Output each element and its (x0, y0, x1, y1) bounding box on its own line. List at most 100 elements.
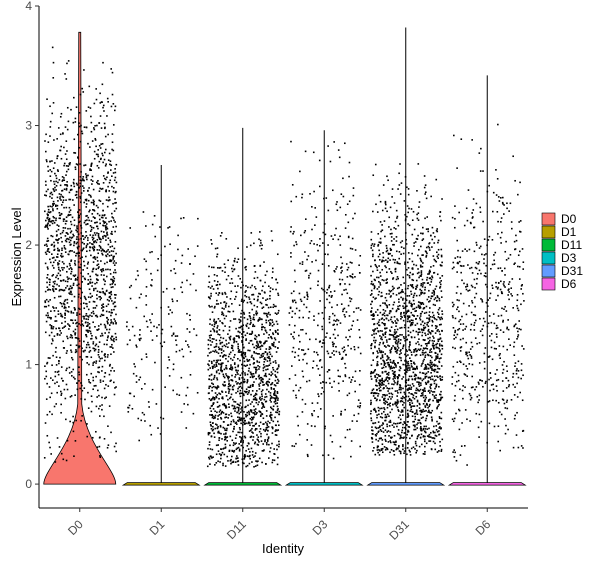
data-point (267, 336, 270, 339)
data-point (79, 356, 81, 358)
data-point (415, 342, 417, 345)
data-point (389, 451, 391, 454)
data-point (70, 272, 72, 275)
data-point (46, 224, 49, 227)
data-point (159, 433, 162, 435)
data-point (373, 330, 375, 333)
data-point (395, 310, 398, 313)
data-point (304, 403, 307, 405)
data-point (237, 416, 239, 418)
data-point (395, 228, 397, 230)
data-point (239, 359, 241, 362)
data-point (96, 274, 98, 277)
data-point (311, 413, 313, 415)
data-point (254, 271, 257, 273)
data-point (228, 329, 231, 332)
data-point (392, 243, 394, 246)
data-point (377, 431, 380, 433)
data-point (376, 389, 378, 391)
data-point (252, 385, 254, 387)
data-point (47, 288, 50, 291)
data-point (197, 217, 199, 220)
data-point (415, 389, 417, 392)
data-point (407, 188, 410, 190)
data-point (269, 297, 271, 300)
data-point (208, 397, 211, 400)
data-point (409, 403, 412, 406)
data-point (399, 414, 401, 417)
data-point (416, 423, 418, 426)
data-point (97, 236, 100, 238)
data-point (427, 367, 430, 370)
data-point (260, 414, 262, 417)
data-point (82, 315, 85, 318)
data-point (276, 402, 279, 404)
data-point (313, 190, 315, 193)
data-point (213, 398, 216, 401)
data-point (225, 343, 228, 345)
data-point (290, 292, 293, 295)
data-point (418, 383, 420, 386)
data-point (435, 385, 438, 387)
data-point (317, 312, 320, 315)
data-point (408, 348, 411, 351)
data-point (64, 153, 67, 155)
data-point (258, 317, 261, 319)
data-point (251, 294, 253, 296)
data-point (62, 229, 65, 232)
data-point (207, 433, 210, 436)
data-point (55, 177, 58, 180)
data-point (63, 244, 66, 247)
data-point (339, 206, 342, 209)
data-point (394, 259, 397, 261)
data-point (100, 268, 103, 271)
data-point (46, 434, 49, 437)
data-point (377, 451, 379, 454)
data-point (154, 361, 156, 364)
data-point (230, 357, 232, 360)
data-point (115, 252, 117, 255)
data-point (53, 241, 55, 244)
data-point (87, 189, 89, 192)
data-point (231, 388, 234, 391)
data-point (180, 376, 183, 379)
data-point (235, 295, 237, 298)
data-point (277, 380, 280, 382)
data-point (209, 399, 212, 402)
data-point (262, 367, 265, 369)
data-point (220, 416, 222, 419)
data-point (370, 280, 373, 283)
data-point (258, 334, 260, 337)
data-point (76, 225, 78, 227)
data-point (115, 338, 118, 341)
data-point (406, 424, 408, 426)
data-point (249, 244, 252, 247)
data-point (428, 311, 431, 313)
data-point (313, 319, 315, 321)
data-point (430, 295, 433, 298)
data-point (333, 342, 335, 345)
data-point (420, 291, 422, 294)
data-point (410, 386, 413, 389)
data-point (386, 355, 389, 357)
data-point (269, 358, 271, 360)
data-point (221, 370, 223, 373)
data-point (370, 417, 373, 420)
data-point (56, 283, 58, 286)
data-point (143, 315, 146, 318)
data-point (257, 320, 260, 322)
data-point (72, 282, 75, 285)
data-point (250, 321, 252, 324)
data-point (96, 182, 99, 185)
data-point (421, 321, 424, 323)
data-point (87, 216, 90, 219)
data-point (420, 271, 423, 274)
data-point (70, 108, 72, 111)
data-point (100, 101, 103, 103)
data-point (103, 224, 105, 227)
data-point (74, 260, 76, 262)
data-point (222, 312, 224, 315)
data-point (265, 427, 268, 429)
data-point (327, 454, 330, 456)
data-point (44, 194, 46, 196)
